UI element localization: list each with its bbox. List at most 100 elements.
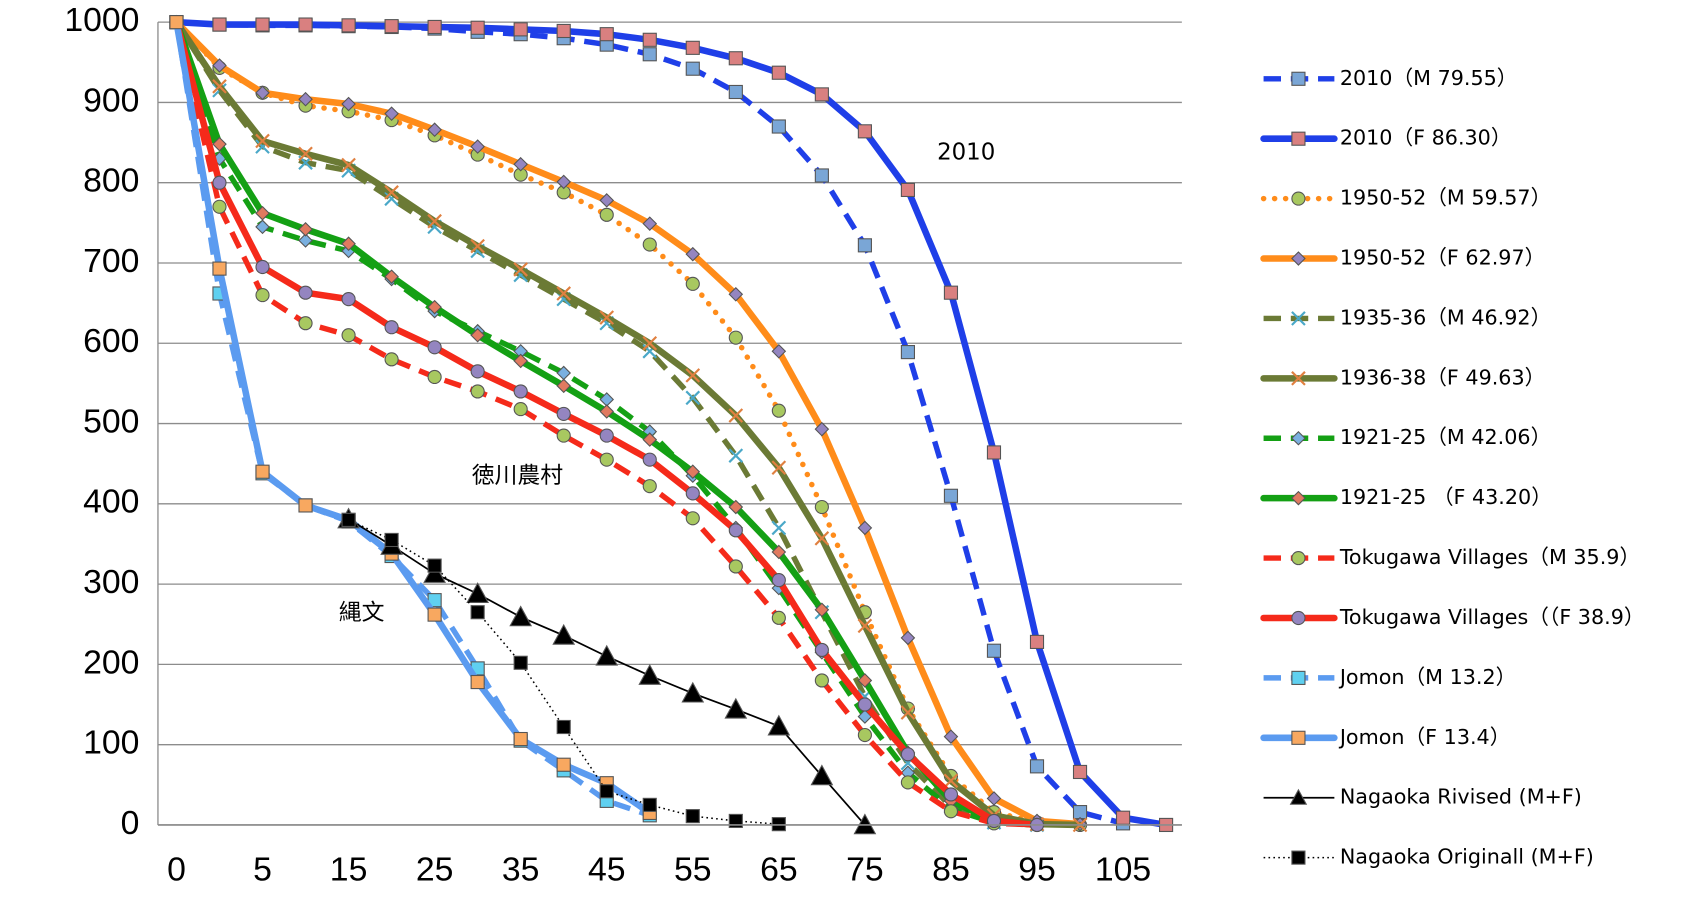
- point: [212, 175, 227, 190]
- point: [255, 259, 270, 275]
- x-tick-label: 15: [330, 851, 368, 889]
- point: [986, 791, 1002, 806]
- point: [427, 19, 442, 35]
- point: [169, 15, 184, 30]
- legend-label: Nagaoka Rivised (M+F): [1340, 785, 1582, 809]
- point: [1115, 810, 1131, 825]
- point: [771, 610, 786, 625]
- y-tick-label: 200: [83, 643, 139, 681]
- x-tick-label: 45: [588, 851, 626, 889]
- point: [552, 623, 576, 645]
- x-tick-label: 85: [932, 851, 970, 889]
- point: [599, 404, 615, 419]
- point: [470, 605, 485, 620]
- point: [423, 562, 446, 583]
- point: [298, 221, 313, 237]
- point: [556, 23, 571, 39]
- point: [771, 544, 787, 560]
- point: [513, 384, 528, 399]
- x-tick-label: 5: [253, 851, 272, 889]
- point: [900, 747, 915, 762]
- point: [513, 655, 528, 670]
- point: [900, 630, 916, 646]
- legend-label: 1921-25 （F 43.20）: [1340, 485, 1552, 509]
- point: [298, 498, 313, 513]
- annotation: 2010: [937, 139, 995, 165]
- point: [212, 199, 227, 214]
- point: [814, 87, 829, 102]
- legend-item: Jomon（F 13.4）: [1260, 725, 1511, 749]
- point: [642, 432, 658, 447]
- point: [814, 499, 829, 515]
- point: [384, 185, 399, 200]
- point: [857, 124, 872, 139]
- legend-marker: [1291, 490, 1306, 506]
- point: [298, 233, 313, 248]
- series-line: [173, 21, 651, 818]
- legend-label: Tokugawa Villages（M 35.9）: [1339, 545, 1640, 569]
- point: [1029, 634, 1045, 649]
- point: [427, 213, 442, 229]
- point: [384, 352, 399, 367]
- point: [255, 17, 270, 32]
- point: [255, 205, 270, 221]
- legend-marker: [1291, 550, 1306, 566]
- series-line: [173, 18, 1170, 829]
- legend-label: Jomon（F 13.4）: [1338, 725, 1511, 749]
- point: [509, 605, 533, 627]
- point: [771, 119, 786, 134]
- legend-label: 1921-25（M 42.06）: [1340, 425, 1551, 449]
- legend-item: Nagaoka Rivised (M+F): [1263, 785, 1582, 809]
- point: [470, 327, 485, 343]
- point: [771, 343, 787, 359]
- point: [943, 729, 959, 744]
- annotation: 徳川農村: [472, 463, 564, 489]
- point: [255, 133, 270, 149]
- point: [728, 51, 743, 66]
- point: [900, 705, 916, 720]
- point: [341, 328, 356, 343]
- point: [212, 58, 227, 73]
- legend-label: 1935-36（M 46.92）: [1340, 305, 1551, 329]
- point: [255, 288, 270, 303]
- legend-marker: [1291, 131, 1306, 146]
- legend-label: Nagaoka Originall (M+F): [1340, 845, 1594, 869]
- point: [212, 79, 227, 94]
- legend-label: 1936-38（F 49.63）: [1340, 365, 1546, 389]
- x-tick-label: 55: [674, 851, 712, 889]
- point: [298, 146, 313, 162]
- point: [943, 804, 959, 819]
- x-tick-label: 95: [1018, 851, 1056, 889]
- point: [857, 673, 873, 688]
- point: [685, 390, 701, 406]
- point: [642, 237, 657, 252]
- point: [685, 276, 700, 291]
- point: [384, 269, 399, 284]
- legend-item: 2010（M 79.55）: [1263, 66, 1518, 90]
- point: [384, 320, 399, 335]
- point: [728, 559, 743, 574]
- y-tick-label: 700: [83, 242, 139, 280]
- legend-item: Jomon（M 13.2）: [1263, 665, 1516, 689]
- legend-item: 1950-52（M 59.57）: [1260, 186, 1551, 210]
- point: [212, 136, 227, 152]
- point: [556, 406, 571, 421]
- point: [298, 17, 313, 32]
- point: [427, 299, 442, 315]
- point: [943, 787, 959, 802]
- point: [728, 448, 744, 463]
- legend-marker: [1291, 730, 1306, 745]
- legend-marker: [1291, 610, 1306, 626]
- legend-marker: [1291, 670, 1306, 685]
- point: [771, 65, 786, 80]
- series-line: [173, 18, 1084, 829]
- point: [427, 369, 442, 385]
- point: [599, 27, 614, 42]
- point: [857, 618, 873, 634]
- legend-item: Nagaoka Originall (M+F): [1263, 845, 1594, 869]
- point: [1072, 805, 1088, 820]
- point: [685, 809, 700, 824]
- point: [814, 531, 830, 546]
- legend-marker: [1291, 251, 1306, 266]
- point: [728, 408, 744, 423]
